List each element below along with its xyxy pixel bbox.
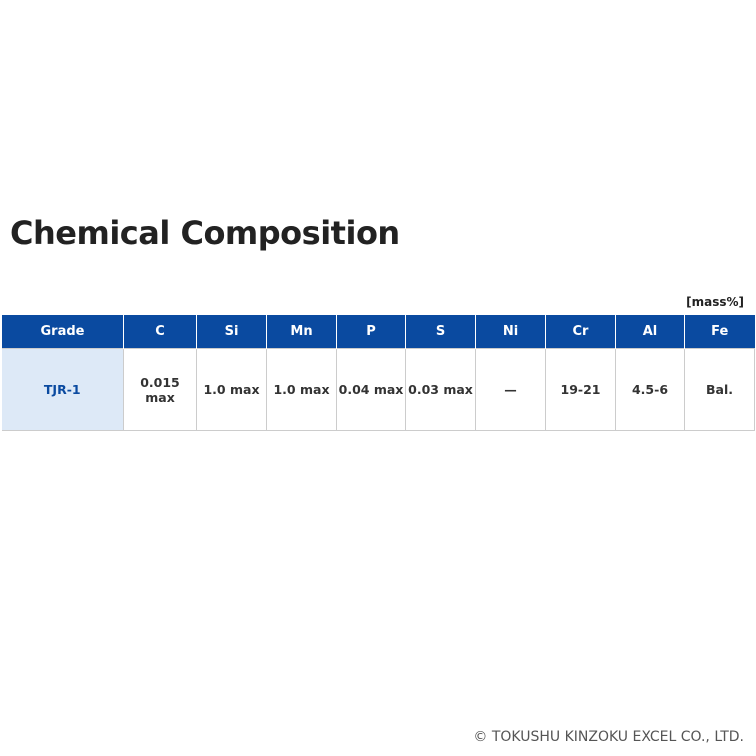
cell: 0.03 max (405, 348, 476, 431)
cell: 1.0 max (266, 348, 337, 431)
cell: Bal. (684, 348, 755, 431)
header-cell: Si (196, 315, 267, 349)
header-row: Grade C Si Mn P S Ni Cr Al Fe (1, 315, 755, 349)
grade-cell: TJR-1 (1, 348, 124, 431)
cell: 19-21 (545, 348, 616, 431)
table-body: TJR-1 0.015 max 1.0 max 1.0 max 0.04 max 0.03… (1, 348, 755, 431)
header-cell: P (336, 315, 406, 349)
title: Chemical Composition (10, 214, 400, 252)
header-cell: C (123, 315, 197, 349)
header-cell: S (405, 315, 476, 349)
header-cell: Cr (545, 315, 616, 349)
header-cell: Al (615, 315, 685, 349)
header-cell: Mn (266, 315, 337, 349)
cell: 0.04 max (336, 348, 406, 431)
composition-table: Grade C Si Mn P S Ni Cr Al Fe TJR-1 0.015 max 1.0 m… (1, 315, 755, 431)
table-row: TJR-1 0.015 max 1.0 max 1.0 max 0.04 max 0.03… (1, 348, 755, 431)
cell: 4.5-6 (615, 348, 685, 431)
header-cell: Fe (684, 315, 755, 349)
header-cell: Ni (475, 315, 546, 349)
footer: © TOKUSHU KINZOKU EXCEL CO., LTD. (473, 729, 744, 745)
unit: [mass%] (686, 295, 744, 309)
cell: 0.015 max (123, 348, 197, 431)
cell: — (475, 348, 546, 431)
header-cell: Grade (1, 315, 124, 349)
cell: 1.0 max (196, 348, 267, 431)
